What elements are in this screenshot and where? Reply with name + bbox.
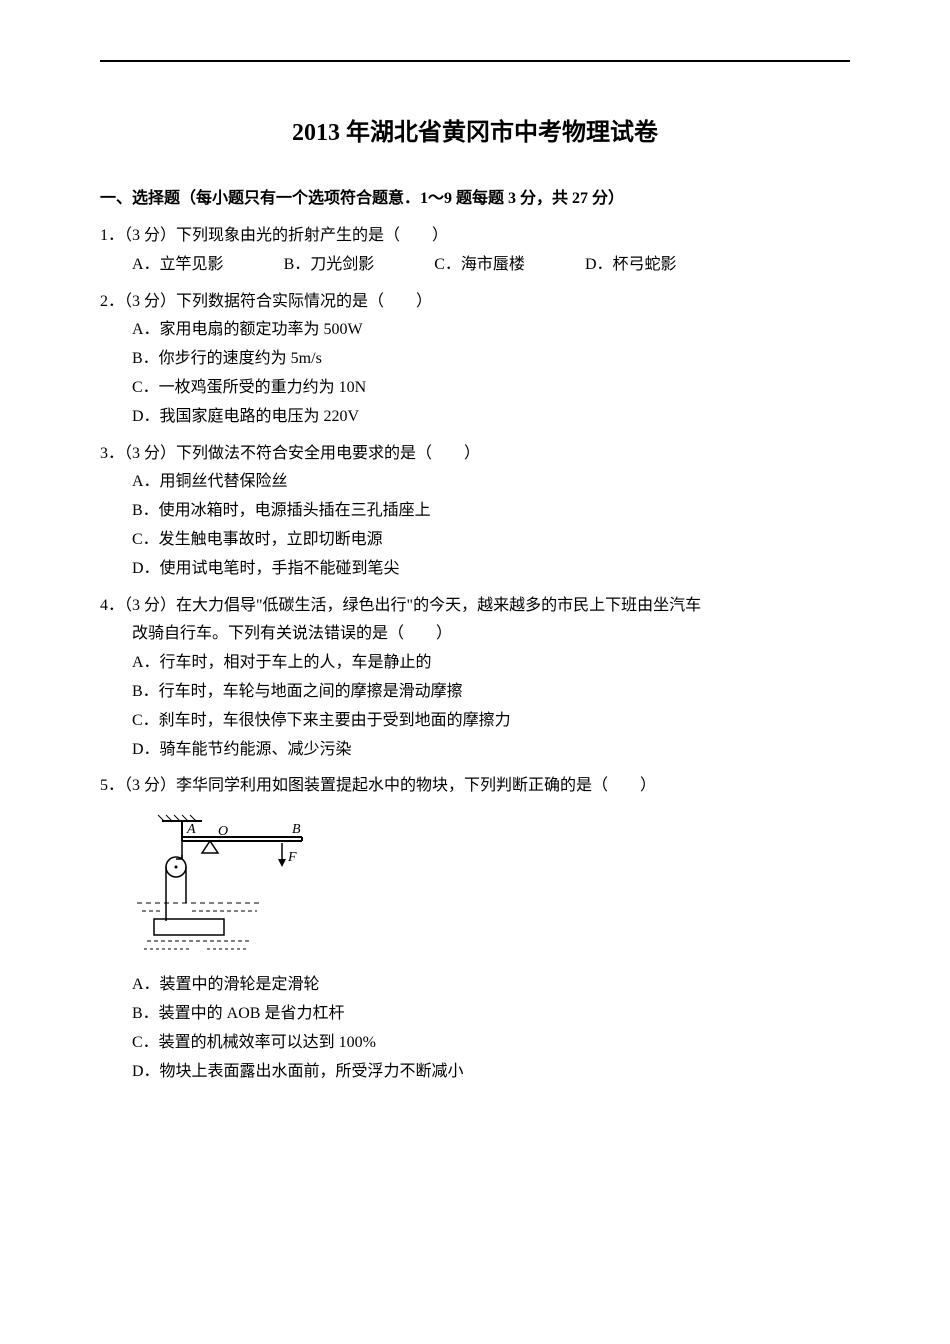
q2-text: 2．（3 分）下列数据符合实际情况的是（ ） [100,288,850,317]
q4-option-a: A．行车时，相对于车上的人，车是静止的 [100,649,850,678]
section-header: 一、选择题（每小题只有一个选项符合题意．1～9 题每题 3 分，共 27 分） [100,185,850,214]
q1-options: A．立竿见影 B．刀光剑影 C．海市蜃楼 D．杯弓蛇影 [100,251,850,280]
question-4: 4．（3 分）在大力倡导"低碳生活，绿色出行"的今天，越来越多的市民上下班由坐汽… [100,592,850,765]
q1-option-d: D．杯弓蛇影 [585,251,677,280]
q1-option-b: B．刀光剑影 [284,251,375,280]
q3-option-a: A．用铜丝代替保险丝 [100,468,850,497]
q2-option-b: B．你步行的速度约为 5m/s [100,345,850,374]
q3-option-c: C．发生触电事故时，立即切断电源 [100,526,850,555]
q2-option-d: D．我国家庭电路的电压为 220V [100,403,850,432]
q4-cont: 改骑自行车。下列有关说法错误的是（ ） [100,620,850,649]
q3-option-b: B．使用冰箱时，电源插头插在三孔插座上 [100,497,850,526]
q5-option-d: D．物块上表面露出水面前，所受浮力不断减小 [100,1058,850,1087]
exam-title: 2013 年湖北省黄冈市中考物理试卷 [100,112,850,155]
q4-option-d: D．骑车能节约能源、减少污染 [100,736,850,765]
q5-option-c: C．装置的机械效率可以达到 100% [100,1029,850,1058]
q5-text: 5．（3 分）李华同学利用如图装置提起水中的物块，下列判断正确的是（ ） [100,772,850,801]
question-5: 5．（3 分）李华同学利用如图装置提起水中的物块，下列判断正确的是（ ） A O… [100,772,850,1086]
q1-option-c: C．海市蜃楼 [434,251,525,280]
question-3: 3．（3 分）下列做法不符合安全用电要求的是（ ） A．用铜丝代替保险丝 B．使… [100,440,850,584]
label-B: B [292,822,301,837]
label-O: O [218,824,228,839]
label-A: A [186,822,196,837]
label-F: F [287,850,297,865]
q1-text: 1．（3 分）下列现象由光的折射产生的是（ ） [100,222,850,251]
q2-option-a: A．家用电扇的额定功率为 500W [100,316,850,345]
q5-figure: A O B F [100,811,850,961]
q2-option-c: C．一枚鸡蛋所受的重力约为 10N [100,374,850,403]
q3-option-d: D．使用试电笔时，手指不能碰到笔尖 [100,555,850,584]
q4-option-b: B．行车时，车轮与地面之间的摩擦是滑动摩擦 [100,678,850,707]
top-divider [100,60,850,62]
question-2: 2．（3 分）下列数据符合实际情况的是（ ） A．家用电扇的额定功率为 500W… [100,288,850,432]
question-1: 1．（3 分）下列现象由光的折射产生的是（ ） A．立竿见影 B．刀光剑影 C．… [100,222,850,280]
q3-text: 3．（3 分）下列做法不符合安全用电要求的是（ ） [100,440,850,469]
lever-pulley-diagram: A O B F [132,811,332,961]
q1-option-a: A．立竿见影 [132,251,224,280]
q4-text: 4．（3 分）在大力倡导"低碳生活，绿色出行"的今天，越来越多的市民上下班由坐汽… [100,592,850,621]
q4-option-c: C．刹车时，车很快停下来主要由于受到地面的摩擦力 [100,707,850,736]
q5-option-b: B．装置中的 AOB 是省力杠杆 [100,1000,850,1029]
q5-option-a: A．装置中的滑轮是定滑轮 [100,971,850,1000]
